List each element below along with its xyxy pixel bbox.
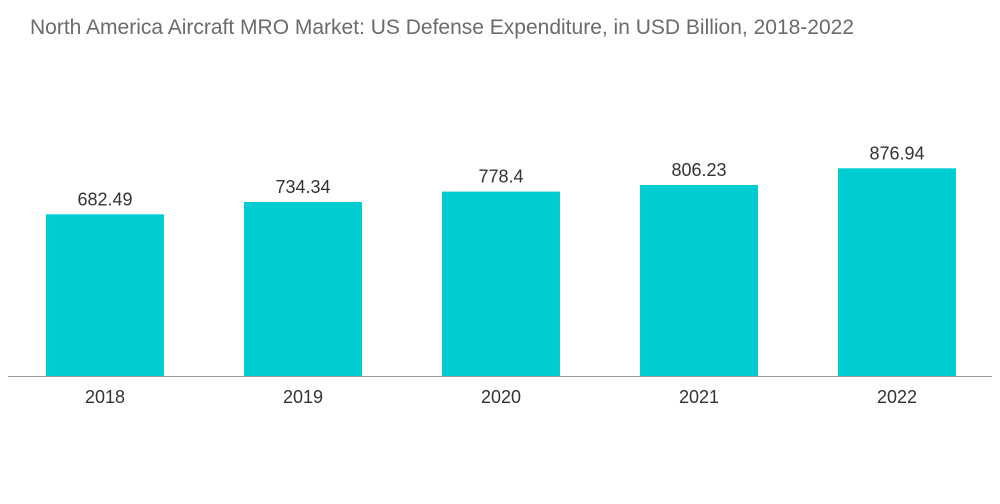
chart-title: North America Aircraft MRO Market: US De… — [30, 16, 855, 39]
data-label-2020: 778.4 — [478, 167, 523, 187]
bar-2022 — [838, 168, 956, 376]
bars-layer — [46, 168, 956, 376]
bar-2020 — [442, 191, 560, 376]
bar-2018 — [46, 214, 164, 376]
x-tick-label-2020: 2020 — [481, 387, 521, 407]
labels-layer: 682.49 2018 734.34 2019 778.4 2020 806.23 2021 8… — [77, 143, 924, 407]
data-label-2019: 734.34 — [275, 177, 330, 197]
data-label-2021: 806.23 — [671, 160, 726, 180]
bar-2021 — [640, 185, 758, 376]
x-tick-label-2018: 2018 — [85, 387, 125, 407]
bar-2019 — [244, 202, 362, 376]
data-label-2018: 682.49 — [77, 189, 132, 209]
x-tick-label-2019: 2019 — [283, 387, 323, 407]
data-label-2022: 876.94 — [869, 143, 924, 163]
x-tick-label-2021: 2021 — [679, 387, 719, 407]
x-tick-label-2022: 2022 — [877, 387, 917, 407]
